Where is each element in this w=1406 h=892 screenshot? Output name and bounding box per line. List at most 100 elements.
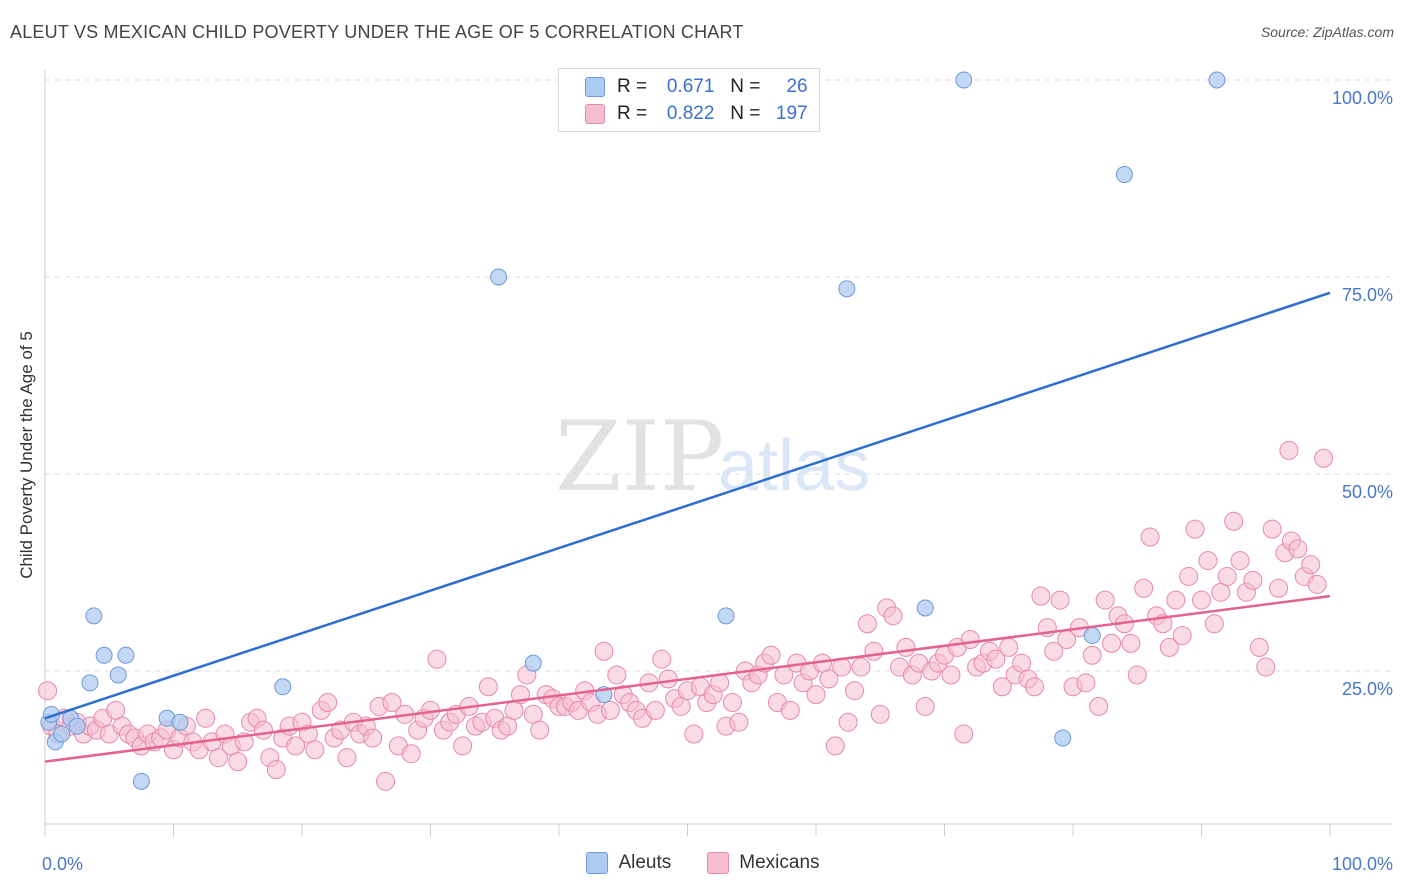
mexicans-point — [1185, 519, 1205, 539]
mexicans-point — [851, 657, 871, 677]
mexicans-point — [1082, 645, 1102, 665]
chart-title: ALEUT VS MEXICAN CHILD POVERTY UNDER THE… — [10, 22, 744, 42]
mexicans-point — [870, 704, 890, 724]
watermark: ZIP atlas — [555, 401, 870, 513]
mexicans-point — [896, 637, 916, 657]
aleuts-point — [1083, 627, 1101, 645]
mexicans-point — [594, 641, 614, 661]
aleuts-points — [40, 71, 1226, 790]
legend-r-label: R = — [617, 103, 648, 124]
source-label: Source: ZipAtlas.com — [1260, 24, 1394, 40]
mexicans-point — [684, 724, 704, 744]
mexicans-point — [453, 736, 473, 756]
mexicans-point — [1243, 570, 1263, 590]
legend-row-aleuts: R = 0.671 N = 26 — [585, 75, 808, 99]
aleuts-point — [85, 607, 103, 625]
legend-swatch-aleuts — [586, 852, 609, 874]
mexicans-point — [761, 645, 781, 665]
y-tick-label: 25.0% — [1342, 679, 1393, 699]
legend-swatch-mexicans — [707, 852, 730, 874]
mexicans-point — [1140, 527, 1160, 547]
mexicans-point — [864, 641, 884, 661]
series-legend: Aleuts Mexicans — [0, 852, 1406, 874]
mexicans-point — [427, 649, 447, 669]
aleuts-point — [68, 717, 86, 735]
aleuts-point — [1054, 729, 1072, 747]
legend-r-value: 0.822 — [666, 103, 715, 124]
mexicans-point — [208, 748, 228, 768]
trendlines — [44, 291, 1331, 763]
mexicans-point — [1301, 555, 1321, 575]
mexicans-point — [1159, 637, 1179, 657]
mexicans-point — [1172, 626, 1192, 646]
mexicans-point — [806, 685, 826, 705]
mexicans-point — [1166, 590, 1186, 610]
mexicans-point — [1307, 574, 1327, 594]
y-tick-label: 50.0% — [1342, 482, 1393, 502]
mexicans-point — [941, 665, 961, 685]
legend-swatch-mexicans — [585, 104, 605, 124]
y-axis-label: Child Poverty Under the Age of 5 — [17, 331, 36, 579]
mexicans-point — [1089, 696, 1109, 716]
legend-row-mexicans: R = 0.822 N = 197 — [585, 102, 808, 126]
aleuts-point — [955, 71, 973, 89]
mexicans-point — [1076, 673, 1096, 693]
legend-n-label: N = — [730, 103, 761, 124]
mexicans-point — [838, 712, 858, 732]
mexicans-point — [825, 736, 845, 756]
mexicans-point — [1230, 551, 1250, 571]
mexicans-point — [382, 693, 402, 713]
mexicans-trendline — [44, 594, 1331, 763]
x-tick-label-min: 0.0% — [42, 854, 83, 874]
aleuts-point — [1115, 166, 1133, 184]
mexicans-point — [1314, 448, 1334, 468]
aleuts-point — [717, 607, 735, 625]
aleuts-point — [274, 678, 292, 696]
mexicans-point — [992, 677, 1012, 697]
mexicans-point — [1269, 578, 1289, 598]
mexicans-point — [305, 740, 325, 760]
legend-label-aleuts: Aleuts — [618, 852, 672, 873]
mexicans-point — [1198, 551, 1218, 571]
mexicans-point — [658, 669, 678, 689]
mexicans-point — [1024, 677, 1044, 697]
mexicans-point — [253, 720, 273, 740]
aleuts-point — [838, 280, 856, 298]
mexicans-point — [954, 724, 974, 744]
aleuts-point — [490, 268, 508, 286]
mexicans-point — [845, 681, 865, 701]
watermark-atlas: atlas — [718, 426, 870, 506]
aleuts-point — [171, 713, 189, 731]
legend-r-value: 0.671 — [666, 76, 715, 97]
aleuts-trendline — [44, 291, 1331, 720]
x-tick-label-max: 100.0% — [1332, 854, 1393, 874]
mexicans-point — [1262, 519, 1282, 539]
mexicans-point — [376, 771, 396, 791]
aleuts-point — [117, 646, 135, 664]
aleuts-point — [109, 666, 127, 684]
aleuts-point — [53, 725, 71, 743]
mexicans-point — [1224, 511, 1244, 531]
mexicans-point — [999, 637, 1019, 657]
mexicans-point — [960, 629, 980, 649]
mexicans-point — [1192, 590, 1211, 610]
legend-item-aleuts: Aleuts — [586, 852, 671, 874]
legend-n-label: N = — [730, 76, 761, 97]
mexicans-point — [478, 677, 498, 697]
mexicans-point — [1204, 614, 1224, 634]
mexicans-point — [652, 649, 672, 669]
mexicans-point — [337, 748, 357, 768]
mexicans-point — [1134, 578, 1154, 598]
legend-swatch-aleuts — [585, 77, 605, 97]
mexicans-point — [1179, 566, 1199, 586]
mexicans-point — [780, 700, 800, 720]
legend-n-value: 197 — [775, 103, 808, 124]
mexicans-point — [1217, 566, 1237, 586]
mexicans-point — [857, 614, 877, 634]
mexicans-point — [1256, 657, 1276, 677]
mexicans-point — [363, 728, 383, 748]
legend-item-mexicans: Mexicans — [707, 852, 820, 874]
mexicans-point — [883, 606, 903, 626]
y-tick-label: 100.0% — [1332, 88, 1393, 108]
